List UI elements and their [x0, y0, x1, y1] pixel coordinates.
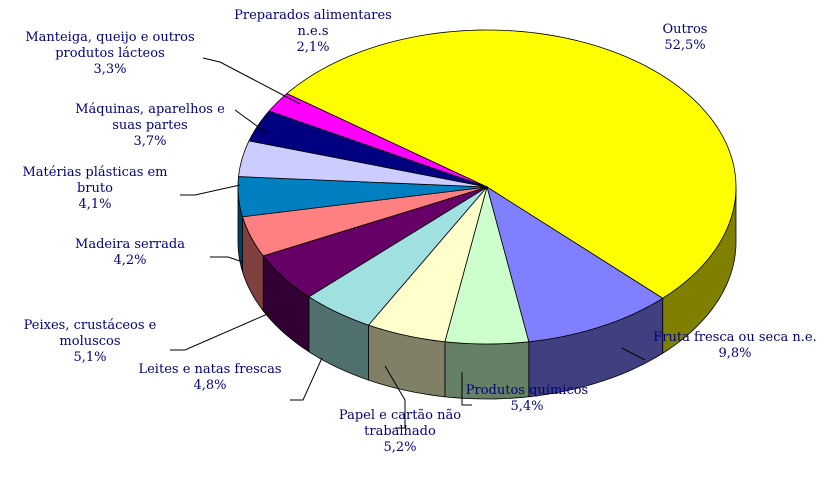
value-label: 3,3% — [93, 62, 127, 77]
slice-label: Máquinas, aparelhos e suas partes 3,7% — [60, 102, 240, 150]
category-label: Manteiga, queijo e outros produtos lácte… — [25, 30, 195, 61]
value-label: 9,8% — [718, 346, 752, 361]
slice-label: Manteiga, queijo e outros produtos lácte… — [5, 30, 215, 78]
value-label: 4,8% — [193, 378, 227, 393]
slice — [308, 186, 488, 326]
slice-label: Peixes, crustáceos e moluscos 5,1% — [8, 318, 173, 366]
value-label: 52,5% — [664, 38, 706, 53]
slice-label: Outros 52,5% — [645, 22, 725, 54]
leader-line — [170, 311, 273, 351]
slice — [262, 186, 488, 298]
leader-line — [384, 365, 406, 429]
category-label: Outros — [662, 22, 708, 37]
value-label: 2,1% — [296, 40, 330, 55]
leader-line — [210, 256, 244, 263]
value-label: 4,2% — [113, 253, 147, 268]
leader-line — [234, 109, 269, 135]
category-label: Madeira serrada — [75, 237, 185, 252]
value-label: 5,4% — [510, 399, 544, 414]
category-label: Leites e natas frescas — [138, 362, 282, 377]
slice-label: Madeira serrada 4,2% — [65, 237, 195, 269]
slice-label: Preparados alimentares n.e.s 2,1% — [218, 8, 408, 56]
leader-line — [180, 184, 241, 196]
slice — [268, 93, 488, 188]
leader-line — [202, 57, 301, 105]
category-label: Papel e cartão não trabalhado — [338, 408, 462, 439]
value-label: 3,7% — [133, 134, 167, 149]
category-label: Produtos químicos — [465, 383, 589, 398]
category-label: Máquinas, aparelhos e suas partes — [75, 102, 225, 133]
leader-line — [461, 372, 472, 406]
slice-label: Leites e natas frescas 4,8% — [125, 362, 295, 394]
value-label: 4,1% — [78, 197, 112, 212]
slice — [241, 186, 488, 257]
slice — [237, 176, 488, 218]
category-label: Preparados alimentares n.e.s — [234, 8, 392, 39]
pie — [237, 29, 737, 400]
slice — [444, 185, 530, 345]
slice — [486, 186, 664, 343]
slice-label: Produtos químicos 5,4% — [457, 383, 597, 415]
value-label: 5,1% — [73, 350, 107, 365]
slice-label: Papel e cartão não trabalhado 5,2% — [325, 408, 475, 456]
value-label: 5,2% — [383, 440, 417, 455]
slice — [286, 29, 737, 299]
category-label: Peixes, crustáceos e moluscos — [23, 318, 157, 349]
leader-line — [621, 347, 646, 361]
slice — [248, 110, 488, 188]
leader-line — [290, 357, 323, 401]
category-label: Fruta fresca ou seca n.e. — [653, 330, 817, 345]
slice-label: Fruta fresca ou seca n.e. 9,8% — [635, 330, 829, 362]
slice — [238, 140, 488, 188]
slice — [367, 186, 488, 343]
slice-label: Matérias plásticas em bruto 4,1% — [8, 165, 183, 213]
category-label: Matérias plásticas em bruto — [22, 165, 168, 196]
